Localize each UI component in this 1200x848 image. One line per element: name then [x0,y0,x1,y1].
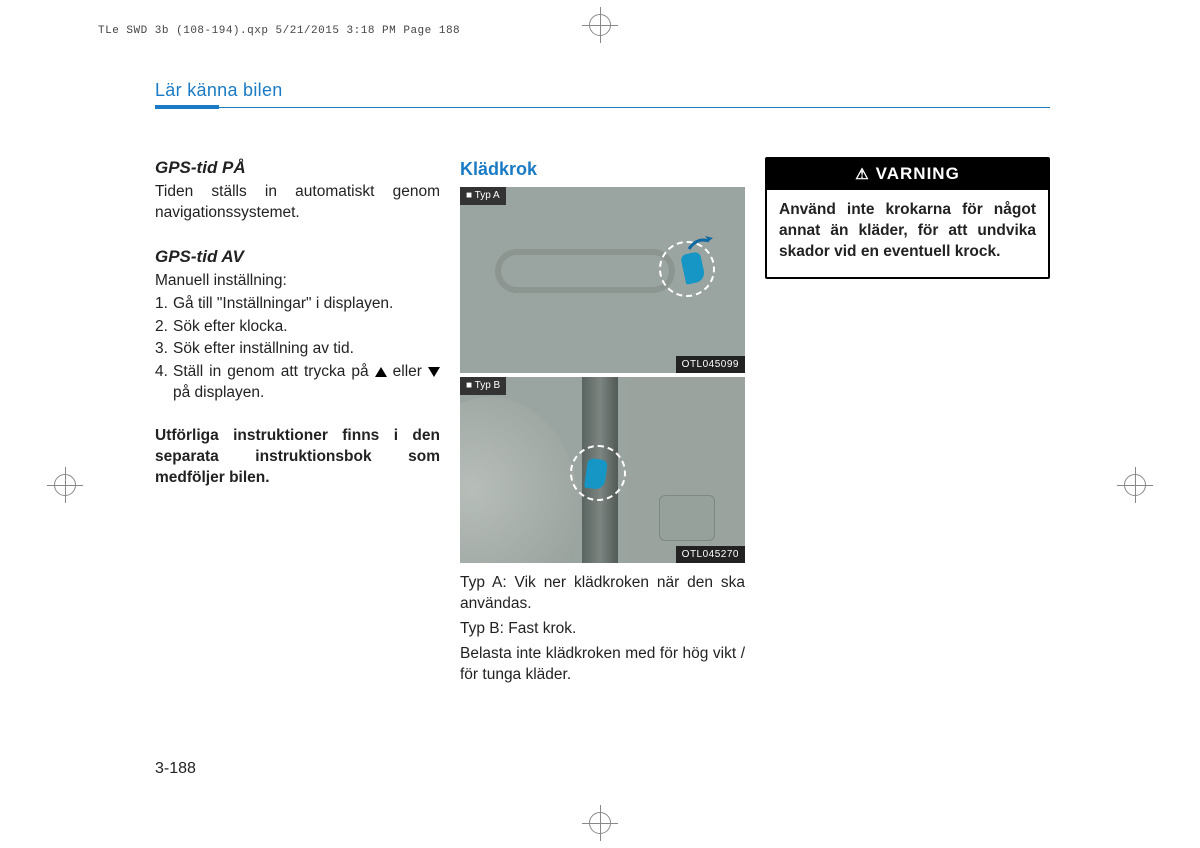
step-2: Sök efter klocka. [155,317,440,338]
body-gps-off-lead: Manuell inställning: [155,271,440,292]
registration-cross [600,7,601,43]
page-content: Lär känna bilen GPS-tid PÅ Tiden ställs … [155,80,1050,686]
warning-body: Använd inte krokarna för något annat än … [767,190,1048,277]
figure-type-a: ■ Typ A OTL045099 [460,187,745,373]
heading-kladkrok: Klädkrok [460,157,745,181]
warning-box: ⚠ VARNING Använd inte krokarna för något … [765,157,1050,279]
warning-title: VARNING [876,164,960,183]
step-4-post: på displayen. [173,384,264,401]
step-4-mid: eller [387,363,428,380]
warning-heading: ⚠ VARNING [767,159,1048,190]
panel-cutout-shape [659,495,715,541]
note-bold: Utförliga instruktioner finns i den sepa… [155,426,440,489]
print-slug: TLe SWD 3b (108-194).qxp 5/21/2015 3:18 … [98,25,460,37]
triangle-up-icon [375,367,387,377]
caption-type-a: Typ A: Vik ner klädkroken när den ska an… [460,573,745,615]
step-4-pre: Ställ in genom att trycka på [173,363,375,380]
caption-load: Belasta inte klädkroken med för hög vikt… [460,644,745,686]
figure-a-code: OTL045099 [676,356,745,374]
step-3: Sök efter inställning av tid. [155,339,440,360]
figure-b-label: ■ Typ B [460,377,506,395]
panel-round-shape [460,397,580,563]
column-1: GPS-tid PÅ Tiden ställs in automatiskt g… [155,157,440,686]
registration-cross [600,805,601,841]
caption-type-b: Typ B: Fast krok. [460,619,745,640]
grab-handle-shape [495,249,675,293]
header-rule [155,105,1050,109]
registration-cross [65,467,66,503]
warning-triangle-icon: ⚠ [855,166,869,183]
triangle-down-icon [428,367,440,377]
figure-type-b: ■ Typ B OTL045270 [460,377,745,563]
subhead-gps-off: GPS-tid AV [155,246,440,269]
step-1: Gå till "Inställningar" i displayen. [155,294,440,315]
fold-arrow-icon [687,235,713,253]
page-number: 3-188 [155,760,196,778]
column-3: ⚠ VARNING Använd inte krokarna för något … [765,157,1050,686]
subhead-gps-on: GPS-tid PÅ [155,157,440,180]
figure-b-code: OTL045270 [676,546,745,564]
step-4: Ställ in genom att trycka på eller på di… [155,362,440,404]
body-gps-on: Tiden ställs in automatiskt genom naviga… [155,182,440,224]
running-head: Lär känna bilen [155,80,1050,105]
steps-list: Gå till "Inställningar" i displayen. Sök… [155,294,440,405]
figure-a-label: ■ Typ A [460,187,506,205]
registration-cross [1135,467,1136,503]
column-2: Klädkrok ■ Typ A OTL045099 ■ Typ [460,157,745,686]
